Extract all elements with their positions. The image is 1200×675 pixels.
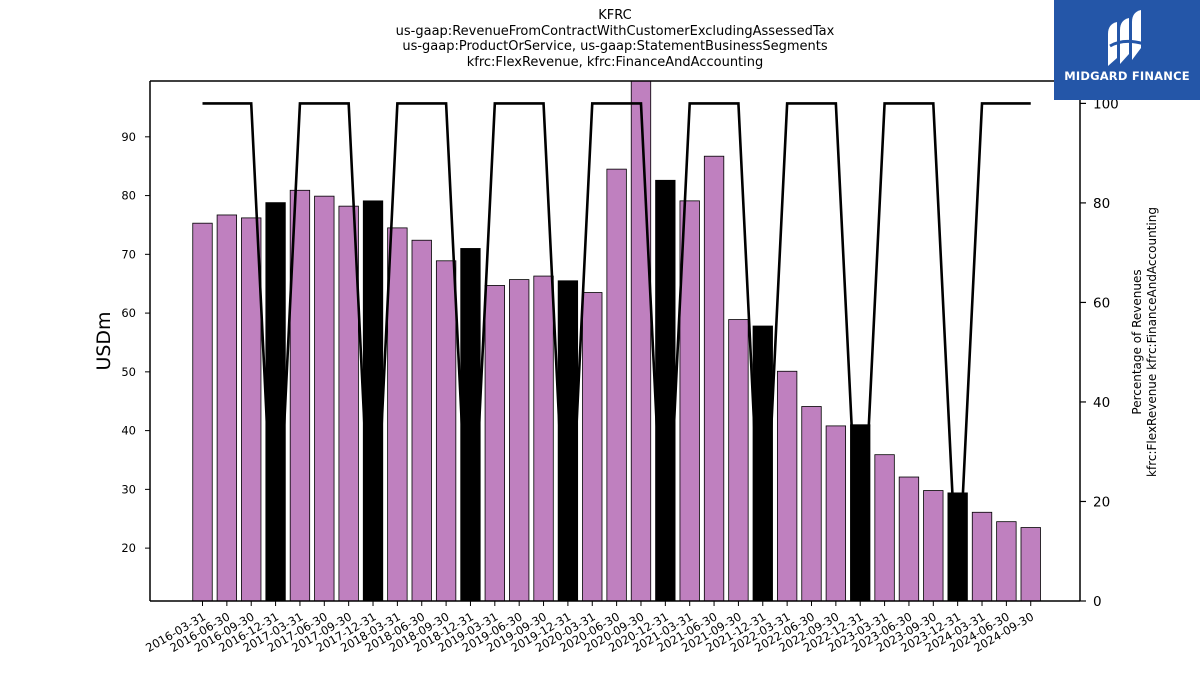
bar — [703, 155, 725, 601]
bar — [898, 476, 920, 601]
bar — [387, 227, 408, 601]
bar — [314, 195, 335, 601]
y2-tick-label: 60 — [1093, 295, 1110, 311]
percentage-line — [202, 102, 1031, 602]
midgard-logo-icon — [1108, 10, 1145, 66]
bar — [630, 81, 652, 601]
bar — [874, 454, 895, 601]
chart-title-line-4: kfrc:FlexRevenue, kfrc:FinanceAndAccount… — [466, 54, 764, 70]
bar — [825, 425, 847, 601]
y-tick-label: 30 — [121, 482, 136, 496]
y2-tick-label: 80 — [1093, 196, 1110, 212]
y-tick-label: 80 — [121, 189, 136, 203]
logo-text: MIDGARD FINANCE — [1064, 69, 1190, 83]
bar — [216, 214, 238, 601]
bar — [533, 275, 554, 601]
bar — [484, 285, 505, 601]
bar — [752, 325, 773, 601]
y-tick-label: 20 — [121, 541, 136, 555]
bar — [606, 168, 627, 601]
chart-title-line-2: us-gaap:RevenueFromContractWithCustomerE… — [395, 23, 835, 39]
axis-labels-group: 20304050607080900204060801002016-03-3120… — [93, 96, 1159, 655]
bar — [971, 511, 993, 601]
bar — [582, 292, 603, 601]
chart-title-line-1: KFRC — [598, 8, 632, 23]
bar — [776, 370, 798, 601]
y2-axis-title-line-1: Percentage of Revenues — [1130, 269, 1144, 414]
y-tick-label: 60 — [121, 306, 136, 320]
bar — [1020, 527, 1041, 601]
bar — [996, 521, 1017, 601]
y2-axis-title-line-2: kfrc:FlexRevenue kfrc:FinanceAndAccounti… — [1145, 207, 1159, 477]
bar — [923, 490, 944, 601]
y2-tick-label: 100 — [1093, 96, 1119, 112]
axes-group — [145, 80, 1086, 606]
bar — [460, 248, 481, 601]
bar — [192, 222, 213, 601]
bar — [411, 239, 432, 601]
y-tick-label: 70 — [121, 247, 136, 261]
y2-tick-label: 20 — [1093, 494, 1110, 510]
midgard-finance-logo: MIDGARD FINANCE — [1054, 0, 1200, 100]
chart-title-line-3: us-gaap:ProductOrService, us-gaap:Statem… — [402, 39, 828, 54]
bar — [265, 202, 286, 601]
y-tick-label: 50 — [121, 365, 136, 379]
y-tick-label: 40 — [121, 424, 136, 438]
bar — [435, 260, 457, 601]
percentage-line-group — [202, 102, 1031, 602]
bar — [801, 406, 822, 601]
bar — [338, 205, 359, 601]
y2-tick-label: 0 — [1093, 594, 1102, 610]
y-axis-title: USDm — [93, 311, 115, 370]
y2-tick-label: 40 — [1093, 395, 1110, 411]
bar — [655, 179, 676, 601]
y-tick-label: 90 — [121, 130, 136, 144]
bar — [509, 279, 530, 601]
bar — [241, 217, 262, 601]
bar — [728, 319, 749, 601]
bar — [362, 200, 384, 601]
bar — [850, 424, 871, 601]
bar — [679, 200, 700, 601]
bar-group — [192, 81, 1041, 601]
